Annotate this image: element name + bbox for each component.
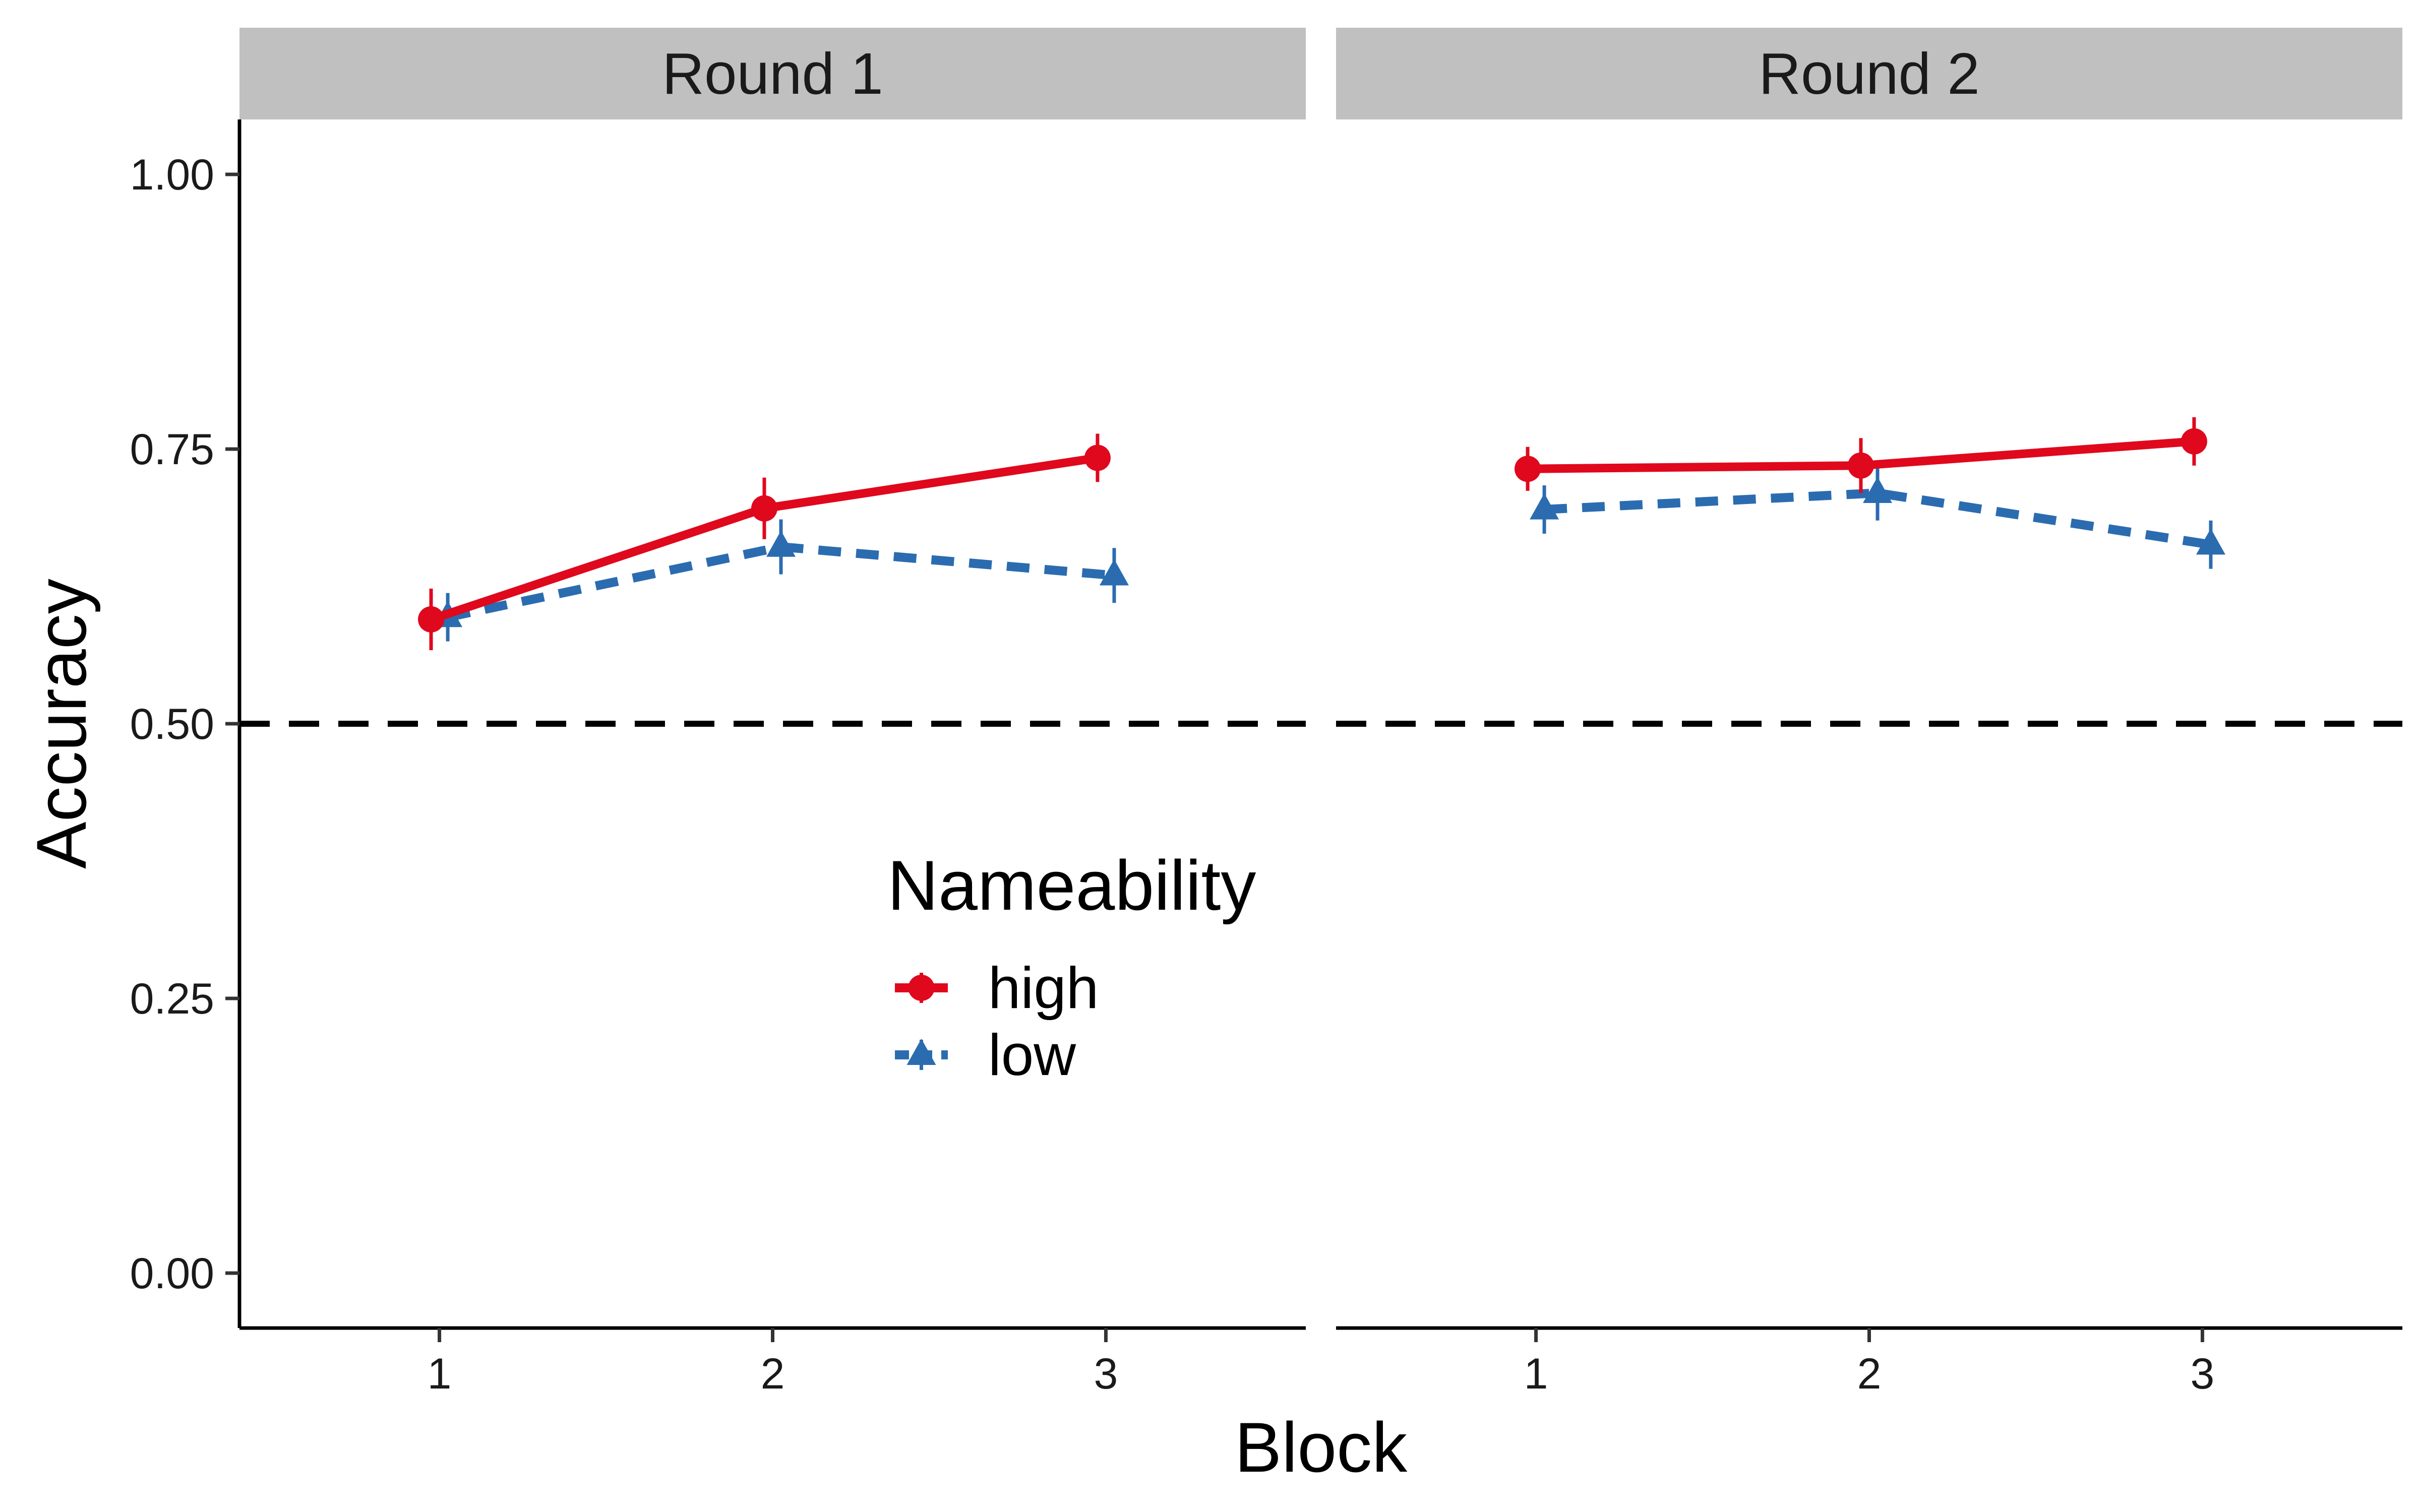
data-point-low — [1530, 493, 1559, 520]
y-tick-label: 0.50 — [130, 700, 214, 748]
data-point-high — [1515, 456, 1541, 482]
y-tick-label: 0.25 — [130, 975, 214, 1023]
x-tick-label: 3 — [2191, 1350, 2215, 1398]
y-tick-label: 0.00 — [130, 1249, 214, 1298]
data-point-high — [1084, 445, 1111, 471]
data-point-low — [2196, 528, 2225, 555]
panels: Round 1 Round 2 — [239, 28, 2402, 119]
legend-key-marker-high — [908, 975, 935, 1001]
legend-title: Nameability — [887, 846, 1256, 925]
data-point-low — [1099, 559, 1129, 586]
facet-strip-label: Round 1 — [662, 41, 883, 106]
data-point-low — [1863, 476, 1893, 503]
x-tick-label: 1 — [428, 1350, 452, 1398]
data-point-high — [418, 606, 445, 633]
data-point-high — [1847, 452, 1874, 479]
facet-strip-background — [239, 28, 1306, 119]
x-tick-label: 1 — [1524, 1350, 1548, 1398]
x-tick-label: 3 — [1094, 1350, 1118, 1398]
axes: 1 2 3 1 2 3 0.00 0.25 0.50 0.75 1.00 — [130, 119, 2402, 1398]
facet-strip-label: Round 2 — [1759, 41, 1980, 106]
y-axis-title: Accuracy — [22, 579, 101, 869]
y-tick-label: 0.75 — [130, 425, 214, 474]
data-point-low — [766, 530, 796, 557]
series — [418, 417, 2225, 650]
x-axis-title: Block — [1235, 1408, 1408, 1487]
x-tick-label: 2 — [761, 1350, 785, 1398]
facet-strip-background — [1336, 28, 2402, 119]
legend-label-high: high — [988, 955, 1099, 1021]
legend-key-marker-low — [906, 1039, 936, 1065]
y-tick-label: 1.00 — [130, 151, 214, 199]
x-tick-label: 2 — [1857, 1350, 1882, 1398]
legend-label-low: low — [988, 1022, 1076, 1088]
data-point-high — [2181, 428, 2207, 455]
data-point-high — [751, 495, 777, 522]
